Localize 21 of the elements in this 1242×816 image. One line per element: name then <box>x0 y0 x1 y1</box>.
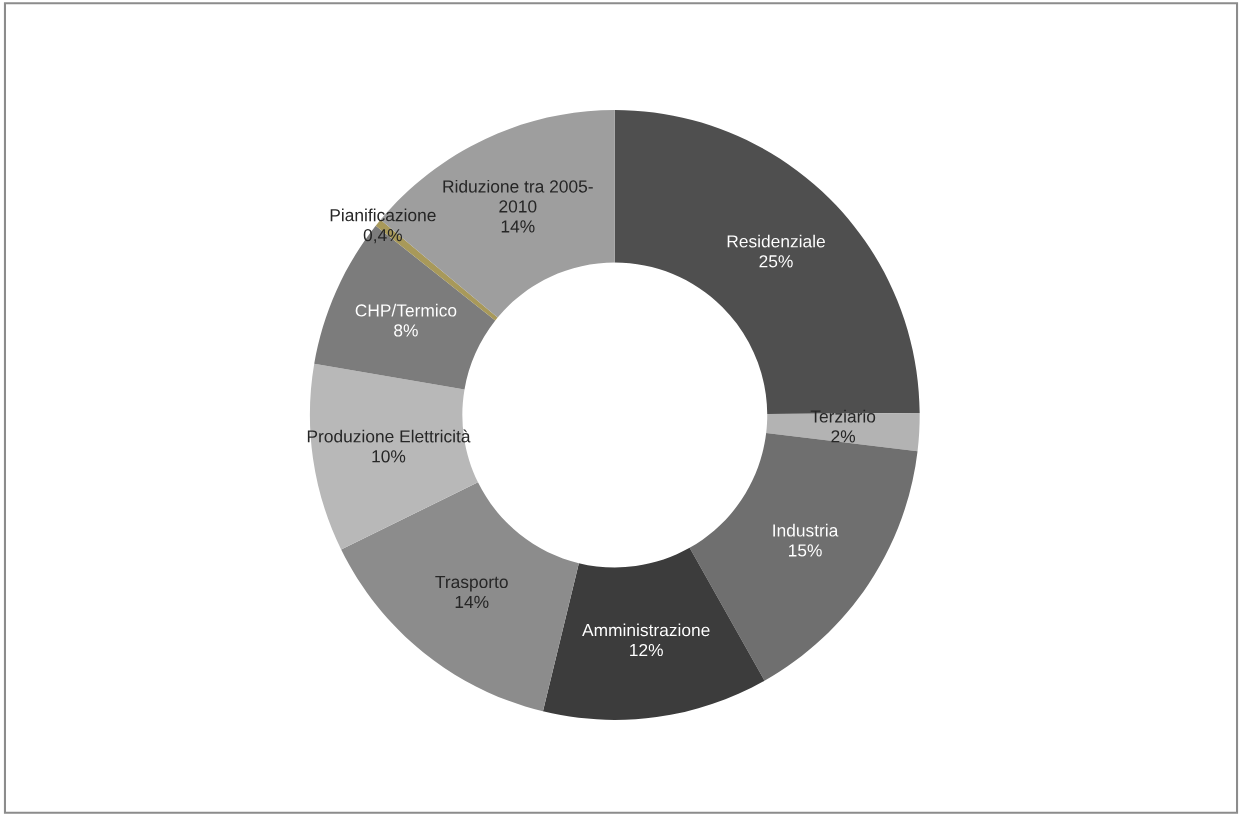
slice-label: Industria <box>773 523 839 537</box>
data-label: 25% <box>759 255 793 268</box>
data-label: 8% <box>394 324 418 337</box>
donut-slice <box>309 363 478 550</box>
slice-label: Pianificazione <box>330 208 436 222</box>
donut-slice <box>341 482 579 712</box>
data-label: 14% <box>455 595 489 608</box>
data-label: 15% <box>788 544 822 557</box>
donut-slice <box>542 547 765 720</box>
data-label: 14% <box>501 220 535 233</box>
slice-label: Amministrazione <box>582 623 710 637</box>
slice-label: Produzione Elettricità <box>307 429 471 443</box>
slice-label: CHP/Termico <box>355 303 457 317</box>
slice-label: Trasporto <box>435 575 508 592</box>
data-label: 10% <box>372 450 406 463</box>
data-label: 12% <box>630 643 663 657</box>
slice-label: Residenziale <box>727 234 825 248</box>
donut-slice <box>314 225 496 390</box>
data-label: 2% <box>831 430 856 443</box>
slice-label: Riduzione tra 2005- 2010 <box>443 179 593 213</box>
slice-label: Terziario <box>810 409 876 423</box>
